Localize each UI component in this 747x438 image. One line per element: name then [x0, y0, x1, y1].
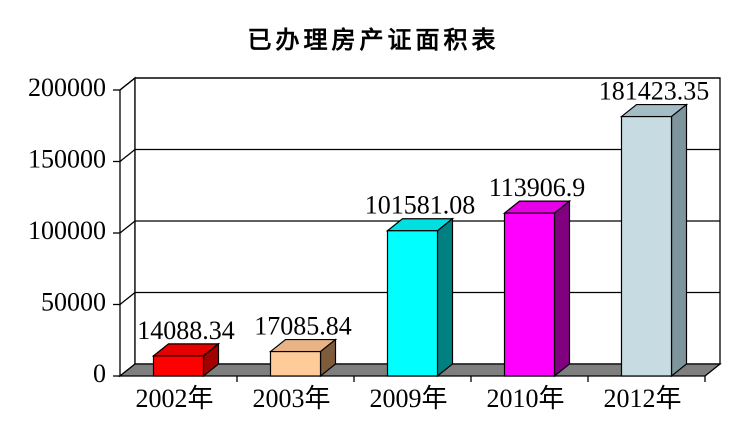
value-label: 101581.08: [365, 191, 476, 220]
bar-front-face: [503, 212, 556, 377]
y-axis-label: 0: [93, 359, 106, 388]
bar-front-face: [152, 355, 205, 377]
bar-2010年: [502, 199, 572, 378]
category-label: 2012年: [603, 384, 681, 413]
gridline-side-segment: [119, 220, 136, 234]
y-axis-label: 150000: [28, 144, 106, 173]
y-axis-label: 200000: [28, 73, 106, 102]
gridline-side-segment: [119, 291, 136, 306]
bar-2002年: [151, 342, 221, 378]
bar-front-face: [386, 230, 439, 377]
bar-2009年: [385, 217, 455, 378]
bar-side-face: [670, 103, 688, 378]
value-label: 17085.84: [254, 312, 352, 341]
bar-2012年: [619, 103, 689, 378]
bar-2003年: [268, 338, 338, 378]
gridline-side-segment: [119, 77, 136, 91]
bar-side-face: [436, 217, 454, 378]
category-label: 2003年: [252, 384, 330, 413]
bar-side-face: [553, 199, 571, 378]
category-label: 2009年: [369, 384, 447, 413]
chart-title: 已办理房产证面积表: [247, 27, 500, 54]
bar-front-face: [620, 115, 673, 377]
y-axis-label: 100000: [28, 216, 106, 245]
gridline-side-segment: [119, 148, 136, 163]
category-label: 2010年: [486, 384, 564, 413]
y-axis-label: 50000: [41, 287, 106, 316]
value-label: 181423.35: [599, 77, 710, 106]
category-label: 2002年: [135, 384, 213, 413]
value-label: 14088.34: [137, 316, 235, 345]
value-label: 113906.9: [489, 173, 586, 202]
bar-front-face: [269, 350, 322, 377]
